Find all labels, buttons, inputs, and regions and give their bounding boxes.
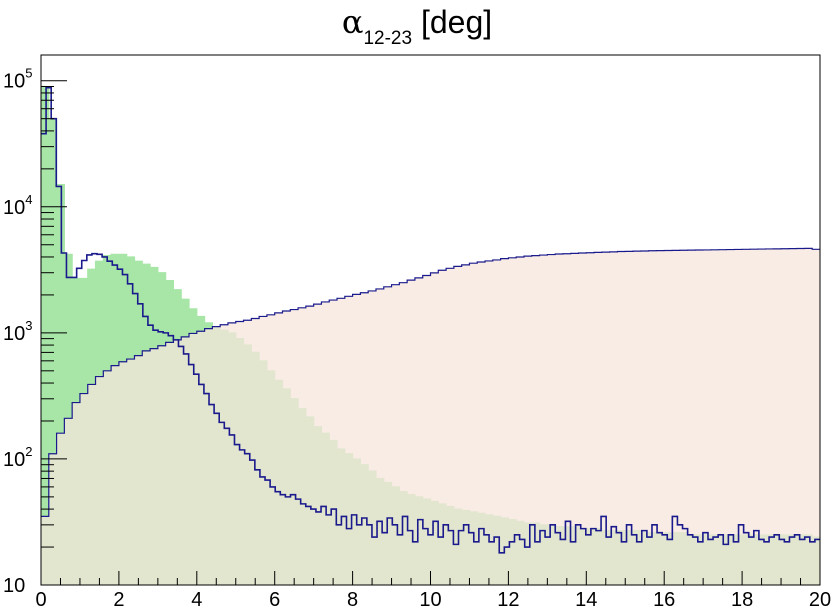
- x-tick-label: 16: [653, 589, 675, 610]
- x-tick-label: 10: [419, 589, 441, 610]
- chart-title: α12-23 [deg]: [0, 2, 834, 59]
- x-tick-label: 0: [35, 589, 46, 610]
- y-tick-label: 102: [3, 444, 32, 471]
- y-tick-label: 103: [3, 318, 32, 345]
- histogram-fill-1: [41, 248, 820, 586]
- axes-layer: 0 2 4 6 8 10 12 14 16 18 20 10 102 103 104 105: [3, 54, 831, 610]
- x-tick-label: 4: [191, 589, 202, 610]
- title-subscript: 12-23: [363, 28, 413, 49]
- histogram-line-2: [41, 86, 820, 554]
- x-tick-label: 20: [809, 589, 831, 610]
- title-unit: [deg]: [420, 4, 493, 40]
- y-tick-label: 104: [3, 192, 32, 219]
- x-tick-label: 14: [575, 589, 597, 610]
- x-tick-label: 2: [113, 589, 124, 610]
- histogram-line-1: [41, 247, 820, 518]
- y-tick-label: 105: [3, 66, 32, 93]
- x-tick-label: 8: [347, 589, 358, 610]
- x-tick-label: 6: [269, 589, 280, 610]
- title-symbol: α: [341, 3, 364, 41]
- series-layer: [41, 55, 820, 586]
- x-tick-label: 12: [497, 589, 519, 610]
- y-tick-label: 10: [3, 575, 25, 597]
- x-tick-label: 18: [731, 589, 753, 610]
